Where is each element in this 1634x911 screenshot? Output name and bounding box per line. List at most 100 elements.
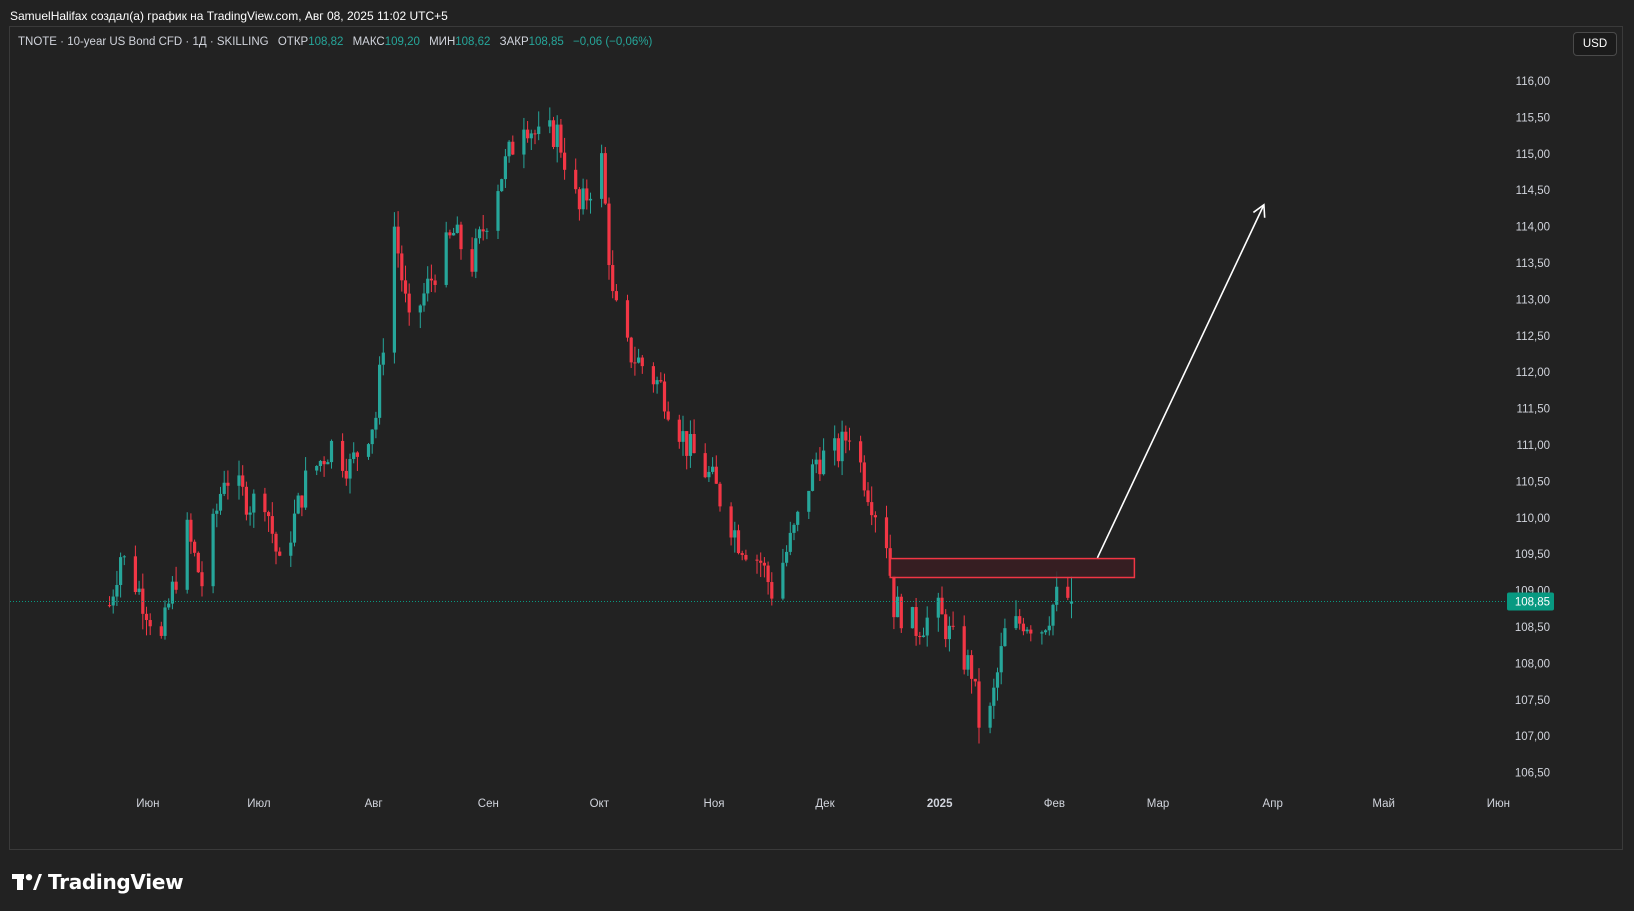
candle-body [248,512,252,515]
candle-body [744,554,748,560]
candle-body [474,238,478,272]
candle-body [988,705,992,728]
candle-body [115,584,119,597]
candle-body [119,557,123,585]
candle-body [844,431,848,441]
candle-body [341,440,345,471]
tradingview-logo-icon [12,874,42,890]
projection-arrow-head [1252,203,1266,218]
resistance-zone[interactable] [889,557,1136,579]
candle-body [585,188,589,201]
open-value: 108,82 [308,36,344,48]
candle-body [396,226,400,254]
candle-body [625,300,630,338]
projection-arrow-line[interactable] [1096,204,1265,559]
price-axis-label: 115,50 [1516,112,1550,124]
candle-body [947,625,951,640]
symbol-title[interactable]: TNOTE · 10-year US Bond CFD · 1Д · SKILL… [18,36,269,48]
time-axis-label: Мар [1147,798,1170,810]
candle-body [296,495,300,514]
candle-body [211,513,215,587]
candle-body [167,603,171,608]
last-price-badge [1507,592,1554,611]
time-axis-label: Авг [365,798,383,810]
candle-body [407,293,411,313]
candle-body [111,596,115,606]
tradingview-logo[interactable]: TradingView [12,870,184,894]
candle-body [263,493,267,513]
candle-body [859,441,863,463]
candle-body [688,433,692,456]
candle-body [244,486,248,515]
candle-body [637,357,641,363]
time-axis-label: Июн [1487,798,1510,810]
candle-body [426,278,430,294]
candle-body [503,156,507,180]
price-axis-label: 110,00 [1516,513,1550,525]
candle-body [274,533,278,552]
last-price-label: 108,85 [1515,597,1550,609]
candle-body [659,380,663,382]
candle-body [740,553,744,555]
candle-body [629,337,633,363]
candle-body [833,438,837,451]
candle-body [973,678,977,682]
candle-body [910,607,914,629]
candle-body [292,513,297,543]
candle-body [355,452,359,457]
candle-body [1029,629,1033,634]
candle-body [1055,586,1059,605]
high-label: МАКС [352,36,385,48]
price-axis-label: 114,50 [1516,185,1550,197]
candle-body [189,519,193,542]
price-axis-label: 107,00 [1515,731,1550,743]
candle-body [370,429,374,445]
candle-body [429,278,433,281]
candle-body [836,438,840,462]
price-axis-label: 110,50 [1516,476,1550,488]
candle-body [1014,616,1018,629]
candle-body [193,541,197,553]
candle-body [267,512,271,517]
chart-pane[interactable] [9,26,1623,850]
candle-body [215,510,219,514]
candle-body [925,617,929,636]
candle-body [666,411,670,420]
currency-button[interactable]: USD [1573,32,1617,56]
price-axis-label: 113,50 [1516,258,1550,270]
candle-body [600,153,604,199]
candle-body [951,625,955,627]
time-axis-label: Окт [590,798,610,810]
candle-body [218,493,223,511]
candle-body [159,626,163,636]
candle-body [329,440,334,463]
candle-body [884,517,889,549]
symbol-legend: TNOTE · 10-year US Bond CFD · 1Д · SKILL… [18,36,652,48]
candle-body [892,575,896,618]
candle-body [736,530,741,554]
candle-body [241,475,245,487]
candle-body [703,453,707,478]
candle-body [563,152,567,170]
candle-body [200,572,204,587]
candle-body [651,366,655,385]
candle-body [1066,586,1070,598]
candle-body [374,417,378,430]
candle-body [477,229,482,239]
candle-body [196,552,200,573]
price-axis-label: 108,00 [1515,658,1550,670]
candle-body [452,232,456,236]
candle-body [400,253,404,281]
candle-body [496,191,500,231]
candle-body [1069,601,1074,604]
candle-body [840,431,844,462]
tradingview-logo-text: TradingView [48,870,184,894]
candle-body [781,562,785,599]
chart-credit: SamuelHalifax создал(а) график на Tradin… [10,9,448,23]
candle-body [862,462,866,491]
candle-body [315,465,319,471]
candle-body [270,516,274,534]
candle-body [392,226,396,353]
candle-body [133,556,137,592]
